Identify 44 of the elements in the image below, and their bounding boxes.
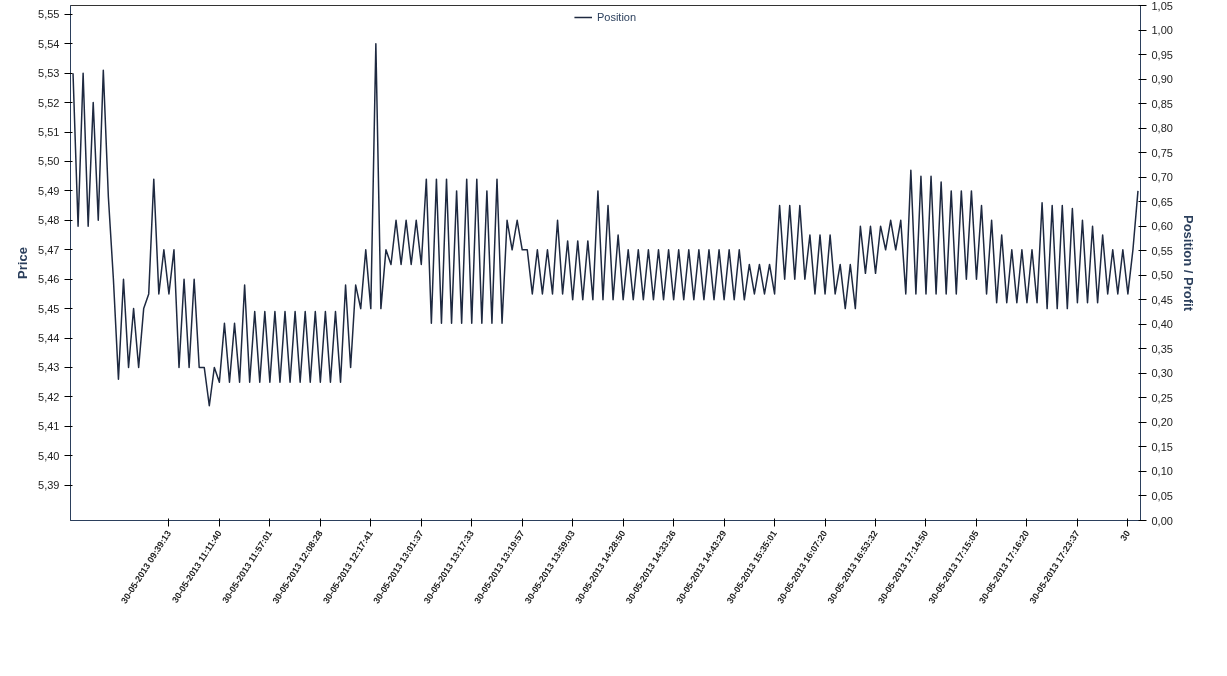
y2-tick-label: 0,90 — [1151, 73, 1173, 86]
y2-tick-label: 0,65 — [1151, 195, 1173, 208]
y-tick-label: 5,39 — [38, 479, 60, 492]
y-axis-title: Price — [15, 247, 31, 279]
y-tick-label: 5,47 — [38, 243, 60, 256]
y-tick-label: 5,42 — [38, 390, 60, 403]
y-tick-label: 5,43 — [38, 361, 60, 374]
x-tick-label: 30 — [1118, 528, 1133, 543]
y-tick-label: 5,46 — [38, 273, 60, 286]
y2-tick-label: 0,20 — [1151, 416, 1173, 429]
y2-tick-label: 0,45 — [1151, 293, 1173, 306]
y2-tick-label: 0,80 — [1151, 122, 1173, 135]
legend-label: Position — [596, 11, 637, 23]
y-tick-label: 5,55 — [38, 8, 60, 21]
y-tick-label: 5,54 — [38, 37, 60, 50]
y2-tick-label: 0,30 — [1151, 367, 1173, 380]
y2-axis-title: Position / Profit — [1180, 214, 1196, 312]
y2-tick-label: 0,05 — [1151, 489, 1173, 502]
y2-tick-label: 0,70 — [1151, 171, 1173, 184]
y2-tick-label: 0,25 — [1151, 391, 1173, 404]
line-series — [72, 43, 1139, 407]
y2-tick-label: 0,35 — [1151, 342, 1173, 355]
y2-tick-label: 0,75 — [1151, 146, 1173, 159]
y-tick-label: 5,41 — [38, 420, 60, 433]
y-tick-label: 5,53 — [38, 67, 60, 80]
y2-tick-label: 0,55 — [1151, 244, 1173, 257]
y2-tick-label: 0,00 — [1151, 514, 1173, 527]
y-tick-label: 5,45 — [38, 302, 60, 315]
y2-tick-label: 0,60 — [1151, 220, 1173, 233]
y2-tick-label: 0,50 — [1151, 269, 1173, 282]
y2-tick-label: 0,85 — [1151, 97, 1173, 110]
y-tick-label: 5,40 — [38, 449, 60, 462]
y-tick-label: 5,50 — [38, 155, 60, 168]
y2-tick-label: 1,05 — [1151, 0, 1173, 12]
y-tick-label: 5,52 — [38, 96, 60, 109]
y2-tick-label: 0,95 — [1151, 48, 1173, 61]
y-tick-label: 5,49 — [38, 184, 60, 197]
y-tick-label: 5,51 — [38, 126, 60, 139]
y2-tick-label: 0,15 — [1151, 440, 1173, 453]
y-tick-label: 5,48 — [38, 214, 60, 227]
y2-tick-label: 1,00 — [1151, 24, 1173, 37]
y-tick-label: 5,44 — [38, 332, 60, 345]
y2-tick-label: 0,10 — [1151, 465, 1173, 478]
y2-tick-label: 0,40 — [1151, 318, 1173, 331]
